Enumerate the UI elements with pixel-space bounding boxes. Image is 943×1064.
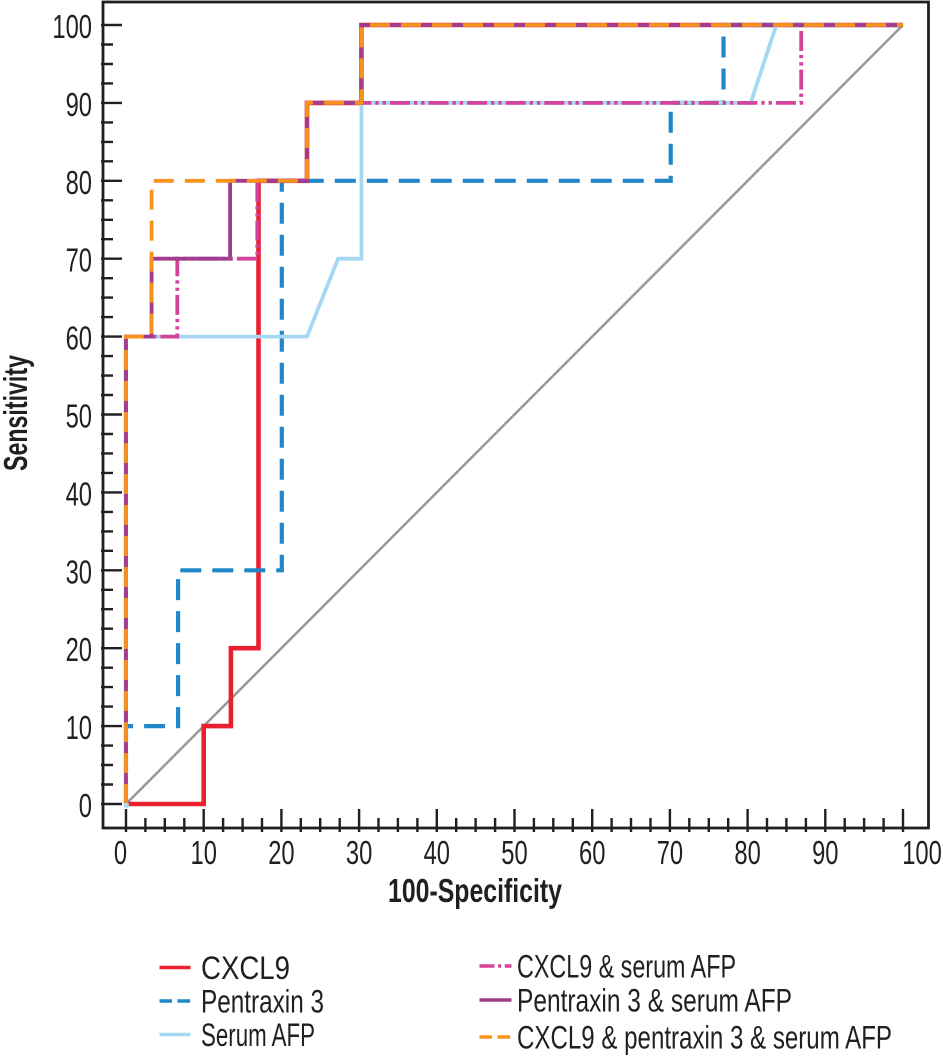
svg-text:CXCL9 & serum AFP: CXCL9 & serum AFP [517, 949, 736, 985]
svg-text:Serum AFP: Serum AFP [201, 1017, 315, 1053]
svg-text:60: 60 [66, 320, 92, 357]
svg-text:70: 70 [657, 834, 683, 871]
svg-text:20: 20 [66, 631, 92, 668]
svg-text:90: 90 [812, 834, 838, 871]
svg-text:CXCL9 & pentraxin 3 & serum AF: CXCL9 & pentraxin 3 & serum AFP [517, 1020, 892, 1056]
svg-text:Pentraxin 3: Pentraxin 3 [201, 984, 324, 1020]
svg-text:40: 40 [424, 834, 450, 871]
svg-text:Sensitivity: Sensitivity [0, 355, 34, 471]
svg-text:100: 100 [902, 834, 942, 871]
svg-text:0: 0 [114, 834, 127, 871]
svg-text:100-Specificity: 100-Specificity [388, 872, 562, 909]
svg-text:40: 40 [66, 475, 92, 512]
svg-text:70: 70 [66, 242, 92, 279]
svg-text:10: 10 [191, 834, 217, 871]
svg-text:Pentraxin 3 & serum AFP: Pentraxin 3 & serum AFP [517, 983, 792, 1019]
svg-text:CXCL9: CXCL9 [201, 950, 290, 986]
svg-text:30: 30 [66, 553, 92, 590]
svg-text:20: 20 [268, 834, 294, 871]
svg-text:10: 10 [66, 709, 92, 746]
svg-text:50: 50 [501, 834, 527, 871]
svg-text:60: 60 [579, 834, 605, 871]
svg-text:100: 100 [52, 8, 92, 45]
svg-text:90: 90 [66, 86, 92, 123]
svg-text:30: 30 [346, 834, 372, 871]
svg-text:80: 80 [734, 834, 760, 871]
svg-text:80: 80 [66, 164, 92, 201]
svg-text:50: 50 [66, 398, 92, 435]
svg-text:0: 0 [79, 787, 92, 824]
